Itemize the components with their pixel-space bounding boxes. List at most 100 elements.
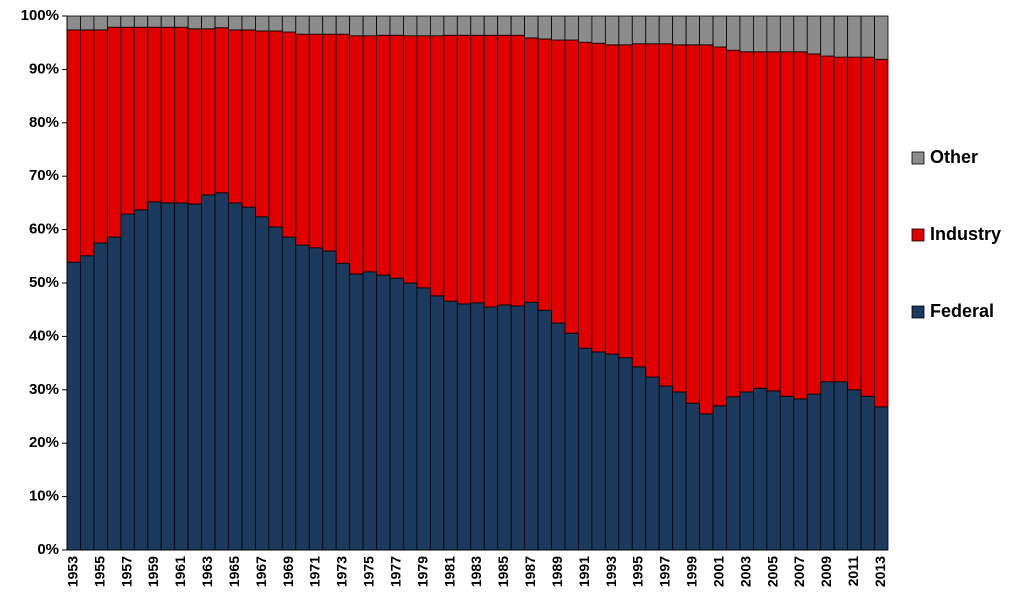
bar-segment xyxy=(833,15,849,58)
bar-segment xyxy=(335,33,351,264)
legend-label: Federal xyxy=(930,301,994,321)
bar-segment xyxy=(281,31,297,238)
x-tick-label: 2011 xyxy=(845,556,861,587)
bar-segment xyxy=(739,15,754,53)
bar-segment xyxy=(322,33,337,252)
x-tick-label: 1961 xyxy=(172,556,188,587)
bar-segment xyxy=(524,15,539,39)
x-tick-label: 2005 xyxy=(764,556,780,587)
bar-segment xyxy=(860,395,875,551)
y-tick-label: 90% xyxy=(29,60,59,77)
bar-segment xyxy=(281,15,297,33)
bar-segment xyxy=(120,15,135,28)
bar-segment xyxy=(524,301,539,551)
bar-segment xyxy=(604,353,620,551)
x-tick-label: 1979 xyxy=(414,556,430,587)
bar-segment xyxy=(281,236,297,551)
bar-segment xyxy=(874,58,889,408)
bar-segment xyxy=(685,402,700,551)
bar-segment xyxy=(699,413,714,551)
bar-segment xyxy=(416,287,431,551)
bar-segment xyxy=(322,250,337,551)
bar-segment xyxy=(133,209,149,551)
bar-segment xyxy=(376,274,391,551)
bar-segment xyxy=(766,51,781,392)
bar-segment xyxy=(672,15,687,46)
bar-segment xyxy=(753,15,768,53)
bar-segment xyxy=(147,15,162,28)
bar-segment xyxy=(645,43,660,378)
x-tick-label: 1995 xyxy=(630,556,646,587)
x-tick-label: 1977 xyxy=(387,556,403,587)
bar-segment xyxy=(631,15,647,45)
y-tick-label: 80% xyxy=(29,114,59,131)
x-tick-label: 1991 xyxy=(576,556,592,587)
bar-segment xyxy=(820,15,835,57)
x-tick-label: 1989 xyxy=(549,556,565,587)
bar-segment xyxy=(308,247,324,551)
bar-segment xyxy=(618,44,633,359)
bar-segment xyxy=(66,15,81,31)
bar-segment xyxy=(80,29,95,257)
bar-segment xyxy=(658,15,674,45)
bar-segment xyxy=(403,35,418,284)
bar-segment xyxy=(66,29,81,263)
bar-segment xyxy=(497,304,512,551)
bar-segment xyxy=(241,206,256,551)
bar-segment xyxy=(860,56,875,397)
y-tick-label: 0% xyxy=(37,541,59,558)
x-tick-label: 1993 xyxy=(603,556,619,587)
bar-segment xyxy=(174,202,189,551)
bar-segment xyxy=(93,15,108,31)
bar-segment xyxy=(322,15,337,35)
bar-segment xyxy=(631,43,647,368)
bar-segment xyxy=(658,43,674,387)
bar-segment xyxy=(228,29,243,204)
legend-swatch xyxy=(911,305,925,319)
bar-segment xyxy=(645,15,660,45)
bar-segment xyxy=(537,38,552,311)
bar-segment xyxy=(255,15,270,32)
bar-segment xyxy=(847,389,862,551)
bar-segment xyxy=(403,15,418,37)
bar-segment xyxy=(349,15,364,37)
bar-segment xyxy=(645,376,660,551)
bar-segment xyxy=(672,391,687,551)
x-tick-label: 1957 xyxy=(118,556,134,587)
bar-segment xyxy=(712,15,727,48)
x-tick-label: 1973 xyxy=(334,556,350,587)
bar-segment xyxy=(160,15,176,28)
bar-segment xyxy=(187,15,202,30)
bar-segment xyxy=(726,15,741,51)
bar-segment xyxy=(793,51,808,400)
bar-segment xyxy=(120,26,135,215)
bar-segment xyxy=(187,28,202,205)
bar-segment xyxy=(779,15,795,53)
bar-segment xyxy=(335,262,351,551)
legend-swatch xyxy=(911,228,925,242)
bar-segment xyxy=(712,405,727,551)
bar-segment xyxy=(295,244,310,551)
bar-segment xyxy=(524,37,539,303)
bar-segment xyxy=(874,406,889,551)
x-tick-label: 2003 xyxy=(737,556,753,587)
y-tick-label: 100% xyxy=(21,7,59,24)
bar-segment xyxy=(456,303,472,551)
y-tick-label: 20% xyxy=(29,434,59,451)
bar-segment xyxy=(133,15,149,28)
bar-segment xyxy=(564,15,579,41)
bar-segment xyxy=(847,56,862,391)
bar-segment xyxy=(416,15,431,37)
bar-segment xyxy=(255,216,270,551)
bar-segment xyxy=(349,273,364,551)
bar-segment xyxy=(672,44,687,393)
bar-segment xyxy=(187,203,202,551)
bar-segment xyxy=(483,15,499,36)
bar-segment xyxy=(604,44,620,355)
bar-segment xyxy=(470,302,485,551)
bar-segment xyxy=(376,15,391,36)
bar-segment xyxy=(497,15,512,36)
x-tick-label: 1999 xyxy=(684,556,700,587)
bar-segment xyxy=(456,34,472,305)
bar-segment xyxy=(255,30,270,218)
